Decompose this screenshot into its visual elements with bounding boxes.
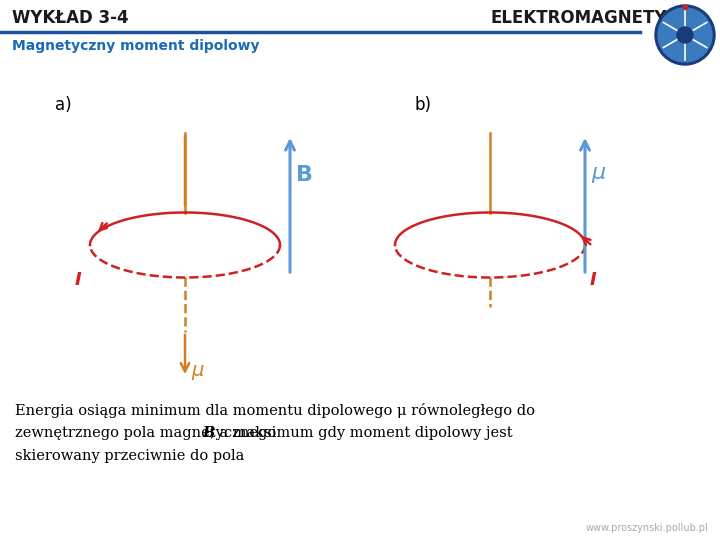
Text: $\mu$: $\mu$	[191, 362, 204, 381]
Text: ELEKTROMAGNETYZM: ELEKTROMAGNETYZM	[490, 9, 695, 27]
Text: , a maksimum gdy moment dipolowy jest: , a maksimum gdy moment dipolowy jest	[210, 426, 513, 440]
Text: skierowany przeciwnie do pola: skierowany przeciwnie do pola	[15, 449, 244, 463]
Text: zewnętrznego pola magnetycznego: zewnętrznego pola magnetycznego	[15, 426, 281, 440]
Text: a): a)	[55, 96, 71, 114]
Text: $\mu$: $\mu$	[591, 165, 606, 185]
Text: I: I	[590, 271, 597, 289]
Circle shape	[677, 27, 693, 43]
Circle shape	[655, 5, 715, 65]
Text: B: B	[202, 426, 215, 440]
Text: www.proszynski.pollub.pl: www.proszynski.pollub.pl	[585, 523, 708, 533]
Text: WYKŁAD 3-4: WYKŁAD 3-4	[12, 9, 129, 27]
Circle shape	[658, 8, 712, 62]
Text: B: B	[296, 165, 313, 185]
Text: Energia osiąga minimum dla momentu dipolowego μ równoległego do: Energia osiąga minimum dla momentu dipol…	[15, 402, 535, 417]
Text: I: I	[75, 271, 82, 289]
Text: b): b)	[415, 96, 432, 114]
Text: Magnetyczny moment dipolowy: Magnetyczny moment dipolowy	[12, 39, 259, 53]
